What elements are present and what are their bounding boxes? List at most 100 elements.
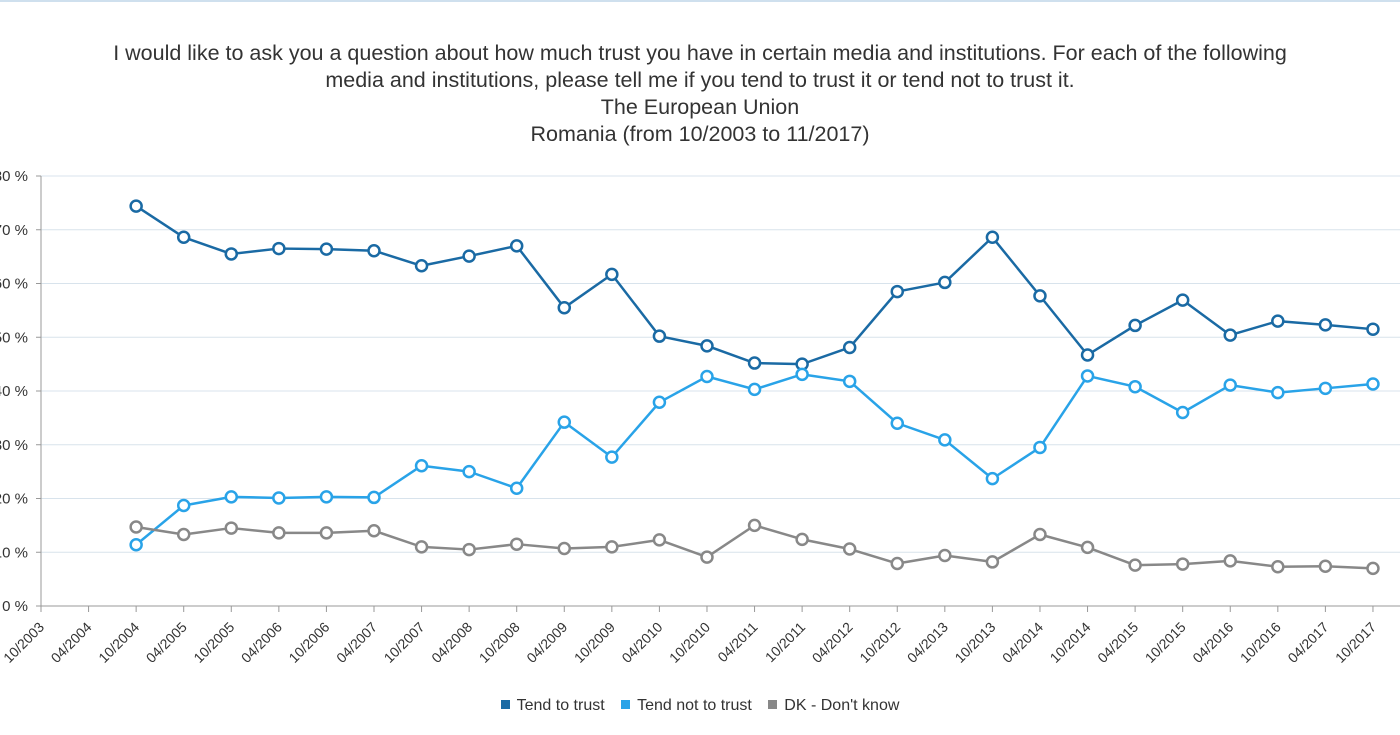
data-point: [272, 526, 286, 540]
data-point: [795, 367, 809, 382]
series-1: [129, 367, 1380, 552]
data-point: [1271, 314, 1285, 328]
y-tick-label: 20 %: [0, 491, 28, 508]
x-tick-label: 10/2008: [476, 619, 523, 666]
chart-title-line-4: Romania (from 10/2003 to 11/2017): [530, 122, 870, 146]
data-point: [224, 490, 239, 504]
data-point: [176, 527, 191, 542]
data-point: [1080, 348, 1095, 362]
x-tick-label: 10/2003: [0, 619, 47, 666]
data-point: [319, 526, 334, 540]
x-tick-label: 04/2006: [238, 619, 285, 666]
x-tick-label: 10/2009: [571, 619, 618, 666]
y-tick-label: 10 %: [0, 544, 28, 561]
x-tick-label: 10/2011: [762, 619, 809, 666]
data-point: [985, 555, 1000, 569]
data-point: [1271, 560, 1285, 574]
data-point: [462, 249, 476, 263]
y-axis: 0 % 10 % 20 % 30 % 40 % 50 % 60 % 70 % 80 %: [0, 168, 42, 615]
data-point: [1128, 318, 1142, 333]
data-point: [747, 356, 762, 370]
data-point: [652, 533, 667, 547]
x-tick-label: 10/2016: [1237, 619, 1284, 666]
x-tick-label: 04/2017: [1284, 619, 1331, 666]
series-2: [129, 518, 1380, 576]
data-point: [1271, 385, 1285, 400]
data-point: [938, 548, 952, 563]
data-point: [652, 395, 667, 410]
data-point: [605, 267, 619, 282]
y-tick-label: 80 %: [0, 168, 28, 185]
data-point: [1223, 554, 1237, 568]
data-point: [747, 518, 762, 533]
data-point: [605, 540, 619, 554]
data-point: [1128, 379, 1142, 394]
y-tick-label: 70 %: [0, 222, 28, 239]
x-tick-label: 04/2014: [999, 619, 1046, 666]
x-tick-label: 10/2014: [1047, 619, 1094, 666]
data-point: [1080, 369, 1095, 383]
data-point: [1175, 557, 1190, 571]
x-tick-label: 10/2010: [666, 619, 713, 666]
x-tick-label: 10/2015: [1142, 619, 1189, 666]
x-tick-label: 10/2012: [856, 619, 903, 666]
data-point: [938, 433, 952, 447]
legend-label-tend-to-trust: Tend to trust: [516, 697, 605, 714]
data-point: [414, 458, 429, 473]
data-point: [414, 259, 429, 273]
y-tick-label: 60 %: [0, 276, 28, 293]
data-point: [509, 239, 524, 253]
data-point: [890, 416, 905, 430]
data-point: [414, 540, 429, 554]
chart-title-line-2: media and institutions, please tell me i…: [325, 68, 1075, 92]
x-tick-label: 04/2011: [714, 619, 761, 666]
data-point: [1080, 540, 1095, 555]
data-point: [1033, 440, 1047, 455]
chart-title-line-1: I would like to ask you a question about…: [113, 41, 1287, 65]
x-tick-label: 10/2006: [285, 619, 332, 666]
data-point: [1318, 559, 1333, 573]
legend-swatch-tend-to-trust: [500, 700, 510, 709]
y-tick-label: 50 %: [0, 329, 28, 346]
data-point: [1366, 322, 1380, 336]
data-point: [1318, 318, 1333, 332]
data-point: [462, 464, 476, 479]
legend-swatch-tend-not-to-trust: [621, 700, 631, 709]
series-group: [129, 199, 1380, 576]
data-point: [1366, 377, 1380, 391]
data-point: [1175, 405, 1190, 420]
data-point: [700, 339, 714, 353]
data-point: [1318, 381, 1333, 396]
legend-label-tend-not-to-trust: Tend not to trust: [637, 697, 752, 714]
data-point: [224, 521, 239, 535]
data-point: [557, 415, 572, 429]
y-tick-label: 40 %: [0, 383, 28, 400]
data-point: [272, 491, 286, 505]
data-point: [795, 532, 809, 547]
data-point: [747, 382, 762, 397]
data-point: [1366, 561, 1380, 576]
chart-title: I would like to ask you a question about…: [0, 40, 1400, 148]
x-tick-label: 04/2004: [48, 619, 95, 666]
legend-item-tend-to-trust[interactable]: Tend to trust: [500, 697, 605, 715]
data-point: [700, 369, 714, 384]
data-point: [1033, 289, 1047, 303]
data-point: [129, 520, 143, 534]
x-tick-label: 04/2016: [1189, 619, 1236, 666]
data-point: [129, 537, 143, 552]
data-point: [272, 241, 286, 256]
data-point: [890, 556, 905, 571]
y-tick-label: 30 %: [0, 437, 28, 454]
legend-item-dont-know[interactable]: DK - Don't know: [768, 697, 899, 715]
x-tick-label: 10/2007: [381, 619, 428, 666]
data-point: [176, 230, 191, 245]
legend: Tend to trust Tend not to trust DK - Don…: [0, 697, 1400, 715]
x-tick-label: 10/2013: [951, 619, 998, 666]
data-point: [1033, 527, 1047, 542]
data-point: [462, 542, 476, 557]
series-0: [129, 199, 1380, 371]
legend-item-tend-not-to-trust[interactable]: Tend not to trust: [621, 697, 752, 715]
data-point: [176, 498, 191, 513]
gridlines: [41, 175, 1400, 553]
x-tick-label: 04/2010: [618, 619, 665, 666]
